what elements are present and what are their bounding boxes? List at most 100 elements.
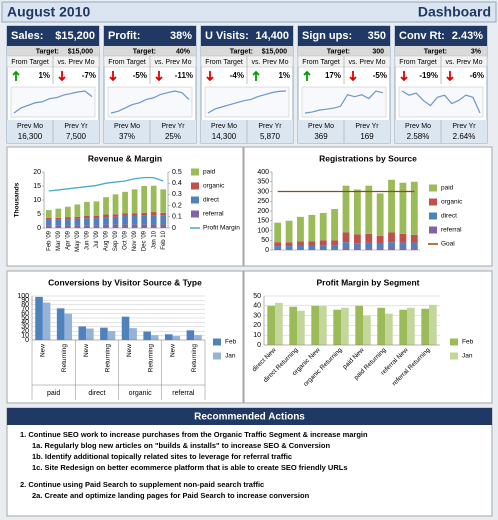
y-tick-label: 80 xyxy=(21,302,29,309)
bar-segment xyxy=(160,189,167,213)
bar-segment xyxy=(410,234,418,243)
kpi-from-target: 17% xyxy=(325,71,341,80)
legend-swatch xyxy=(213,352,221,360)
bar xyxy=(150,335,159,340)
y2-tick-label: 0.5 xyxy=(172,169,182,176)
kpi-title-bar xyxy=(395,26,487,46)
bar-segment xyxy=(399,233,407,243)
y-tick-label: 60 xyxy=(21,310,29,317)
kpi-target-row xyxy=(201,46,293,56)
bar-segment xyxy=(331,240,339,246)
x-tick-label: May '09 xyxy=(75,230,81,251)
bar xyxy=(186,330,195,340)
y-tick-label: 0 xyxy=(25,337,29,344)
action-item: 1. Continue SEO work to increase purchas… xyxy=(20,430,368,439)
action-subitem: 1b. Identify additional topically relate… xyxy=(32,452,292,461)
kpi-prev-mo: 2.58% xyxy=(407,132,430,141)
bar-segment xyxy=(160,224,167,228)
bar xyxy=(164,334,173,340)
bar-segment xyxy=(103,214,109,218)
kpi-from-target: -4% xyxy=(230,71,244,80)
legend-swatch xyxy=(450,352,458,360)
bar-segment xyxy=(376,243,384,249)
x-tick-label: New xyxy=(169,344,176,357)
y-tick-label: 30 xyxy=(253,312,261,319)
kpi-prev-yr-label: Prev Yr xyxy=(258,123,282,130)
arrow-down xyxy=(400,71,408,82)
y-tick-label: 40 xyxy=(253,303,261,310)
kpi-vs-prev-label: vs. Prev Mo xyxy=(252,59,289,66)
bar-segment xyxy=(285,220,293,243)
legend-label: Goal xyxy=(441,241,455,248)
kpi-from-target-label: From Target xyxy=(108,59,146,66)
bar-segment xyxy=(388,242,395,249)
y-tick-label: 10 xyxy=(253,332,261,339)
x-tick-label: Returning xyxy=(191,344,198,373)
y-tick-label: 50 xyxy=(253,293,261,300)
bar xyxy=(421,308,429,345)
y-tick-label: 200 xyxy=(257,208,269,215)
bar-segment xyxy=(84,225,90,228)
bar xyxy=(275,302,283,345)
x-tick-label: Returning xyxy=(61,344,68,373)
kpi-vs-prev: -7% xyxy=(82,71,96,80)
kpi-title-bar xyxy=(298,26,390,46)
bar xyxy=(172,336,181,340)
y-tick-label: 150 xyxy=(257,218,269,225)
bar-segment xyxy=(74,225,81,228)
kpi-vs-prev-label: vs. Prev Mo xyxy=(155,59,192,66)
kpi-value: 350 xyxy=(368,30,386,42)
x-tick-label: Dec '09 xyxy=(142,230,148,251)
kpi-target-label: Target: xyxy=(327,48,350,55)
bar-segment xyxy=(319,240,327,246)
y-tick-label: 90 xyxy=(21,297,29,304)
bar-segment xyxy=(150,224,157,228)
bar-segment xyxy=(308,245,316,250)
bar-segment xyxy=(55,217,62,220)
kpi-prev-mo-label: Prev Mo xyxy=(308,123,334,130)
kpi-vs-prev: -11% xyxy=(175,71,193,80)
kpi-from-target: -5% xyxy=(133,71,147,80)
kpi-prev-yr: 5,870 xyxy=(260,132,281,141)
header-bar xyxy=(1,1,497,23)
x-tick-label: New xyxy=(83,344,90,357)
legend-swatch xyxy=(191,182,199,190)
bar-segment xyxy=(84,218,90,226)
x-tick-label: New xyxy=(126,344,133,357)
bar-segment xyxy=(342,242,350,249)
bar-segment xyxy=(64,217,71,220)
y-tick-label: 10 xyxy=(21,332,29,339)
bar-segment xyxy=(365,233,373,243)
bar-segment xyxy=(55,208,62,218)
kpi-prev-yr: 25% xyxy=(165,132,181,141)
chart-title: Registrations by Source xyxy=(319,153,417,163)
kpi-value: 2.43% xyxy=(452,30,483,42)
bar xyxy=(363,315,371,345)
x-tick-label: Jan 10 xyxy=(151,230,157,249)
header-title: August 2010 xyxy=(7,4,90,20)
x-tick-label: Jul '09 xyxy=(94,230,100,248)
bar xyxy=(42,302,51,340)
bar xyxy=(311,305,319,345)
legend-label: paid xyxy=(203,169,216,176)
bar-segment xyxy=(103,224,109,228)
kpi-label: Profit: xyxy=(108,30,140,42)
bar xyxy=(78,326,87,340)
actions-title: Recommended Actions xyxy=(194,412,305,423)
x-tick-label: New xyxy=(40,344,47,357)
bar-segment xyxy=(285,249,293,250)
legend-label: direct xyxy=(203,197,219,204)
bar-segment xyxy=(297,249,304,250)
chart-title: Conversions by Visitor Source & Type xyxy=(48,277,202,287)
x-tick-label: Feb 10 xyxy=(161,230,167,249)
bar xyxy=(35,296,43,340)
sparkline xyxy=(207,90,287,114)
kpi-target: $15,000 xyxy=(68,48,93,55)
bar-segment xyxy=(388,179,395,233)
kpi-target-row xyxy=(104,46,196,56)
sparkline xyxy=(13,90,93,114)
y-tick-label: 300 xyxy=(257,188,269,195)
sparkline-area xyxy=(301,86,387,118)
y-tick-label: 20 xyxy=(253,322,261,329)
